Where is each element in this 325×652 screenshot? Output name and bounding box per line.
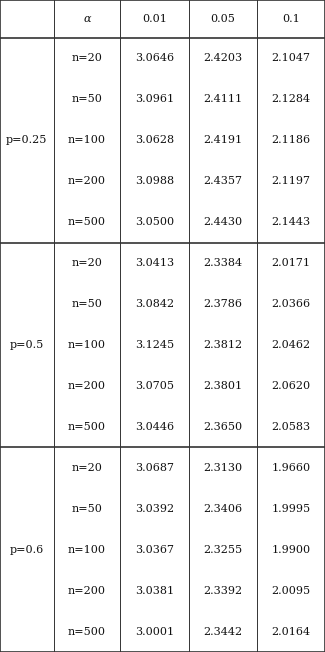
Text: 3.0705: 3.0705	[135, 381, 174, 391]
Text: 1.9660: 1.9660	[271, 463, 310, 473]
Text: 1.9995: 1.9995	[271, 504, 310, 514]
Text: 2.4203: 2.4203	[203, 53, 242, 63]
Text: 2.3442: 2.3442	[203, 627, 242, 636]
Text: 2.4191: 2.4191	[203, 135, 242, 145]
Text: 2.0583: 2.0583	[271, 422, 310, 432]
Text: 3.0392: 3.0392	[135, 504, 174, 514]
Text: n=500: n=500	[68, 217, 106, 227]
Text: 2.3801: 2.3801	[203, 381, 242, 391]
Text: 2.3255: 2.3255	[203, 544, 242, 555]
Text: 2.0366: 2.0366	[271, 299, 310, 309]
Text: 3.0646: 3.0646	[135, 53, 174, 63]
Text: 2.3130: 2.3130	[203, 463, 242, 473]
Text: n=200: n=200	[68, 585, 106, 595]
Text: n=100: n=100	[68, 544, 106, 555]
Text: n=50: n=50	[72, 504, 102, 514]
Text: 0.05: 0.05	[210, 14, 235, 24]
Text: 3.1245: 3.1245	[135, 340, 174, 350]
Text: 2.1197: 2.1197	[271, 176, 310, 186]
Text: 3.0001: 3.0001	[135, 627, 174, 636]
Text: n=50: n=50	[72, 95, 102, 104]
Text: 3.0367: 3.0367	[135, 544, 174, 555]
Text: 3.0446: 3.0446	[135, 422, 174, 432]
Text: 1.9900: 1.9900	[271, 544, 310, 555]
Text: 2.3406: 2.3406	[203, 504, 242, 514]
Text: 0.1: 0.1	[282, 14, 300, 24]
Text: 2.4111: 2.4111	[203, 95, 242, 104]
Text: 2.0164: 2.0164	[271, 627, 310, 636]
Text: n=100: n=100	[68, 340, 106, 350]
Text: n=200: n=200	[68, 176, 106, 186]
Text: 2.0462: 2.0462	[271, 340, 310, 350]
Text: 2.4357: 2.4357	[203, 176, 242, 186]
Text: 3.0500: 3.0500	[135, 217, 174, 227]
Text: 3.0381: 3.0381	[135, 585, 174, 595]
Text: 2.1186: 2.1186	[271, 135, 310, 145]
Text: p=0.6: p=0.6	[10, 544, 44, 555]
Text: 2.3786: 2.3786	[203, 299, 242, 309]
Text: p=0.5: p=0.5	[10, 340, 44, 350]
Text: n=100: n=100	[68, 135, 106, 145]
Text: 3.0842: 3.0842	[135, 299, 174, 309]
Text: n=20: n=20	[72, 463, 102, 473]
Text: n=500: n=500	[68, 627, 106, 636]
Text: n=50: n=50	[72, 299, 102, 309]
Text: 2.1443: 2.1443	[271, 217, 310, 227]
Text: n=20: n=20	[72, 258, 102, 268]
Text: 2.3384: 2.3384	[203, 258, 242, 268]
Text: 3.0988: 3.0988	[135, 176, 174, 186]
Text: n=200: n=200	[68, 381, 106, 391]
Text: 2.1047: 2.1047	[271, 53, 310, 63]
Text: 2.0171: 2.0171	[271, 258, 310, 268]
Text: n=500: n=500	[68, 422, 106, 432]
Text: 2.3650: 2.3650	[203, 422, 242, 432]
Text: 2.4430: 2.4430	[203, 217, 242, 227]
Text: 0.01: 0.01	[142, 14, 167, 24]
Text: n=20: n=20	[72, 53, 102, 63]
Text: 2.3812: 2.3812	[203, 340, 242, 350]
Text: α: α	[83, 14, 91, 24]
Text: 3.0687: 3.0687	[135, 463, 174, 473]
Text: 2.1284: 2.1284	[271, 95, 310, 104]
Text: 2.0095: 2.0095	[271, 585, 310, 595]
Text: 3.0413: 3.0413	[135, 258, 174, 268]
Text: 3.0961: 3.0961	[135, 95, 174, 104]
Text: p=0.25: p=0.25	[6, 135, 47, 145]
Text: 2.0620: 2.0620	[271, 381, 310, 391]
Text: 3.0628: 3.0628	[135, 135, 174, 145]
Text: 2.3392: 2.3392	[203, 585, 242, 595]
